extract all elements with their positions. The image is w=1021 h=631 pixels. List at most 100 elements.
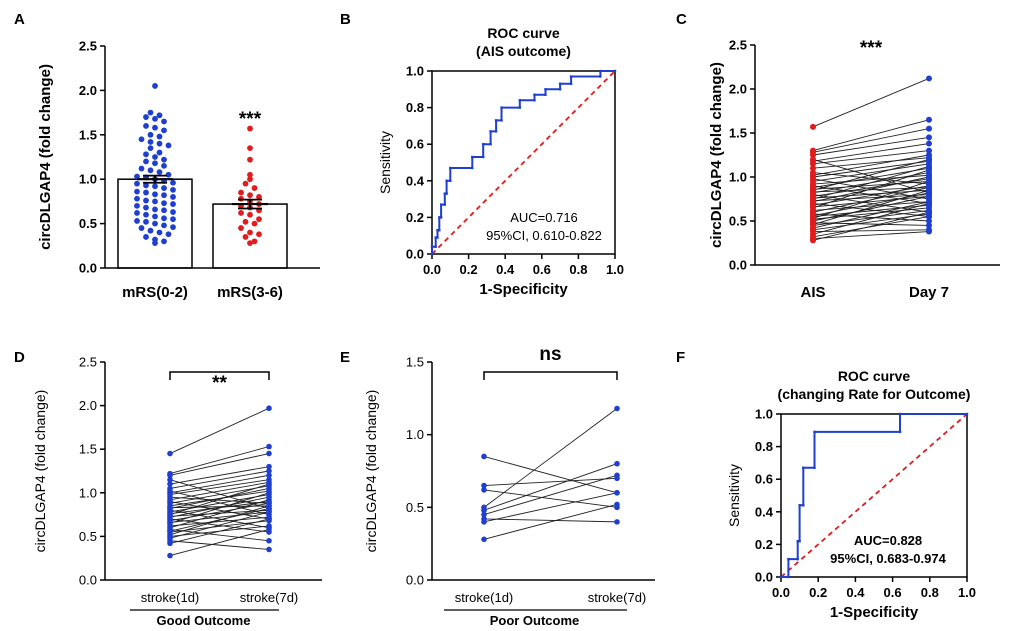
roc-point [482,143,485,146]
data-point-before [810,237,816,244]
plot-frame [780,413,968,578]
data-point-2 [247,240,253,247]
panel-label-d: D [14,349,25,366]
data-point-1 [143,197,149,204]
x-tick-label: 0.6 [884,585,902,600]
roc-point [434,236,437,239]
roc-point [430,252,434,256]
roc-point [796,539,799,543]
roc-point [500,106,503,109]
y-tick-label: 0.5 [79,529,97,544]
data-point-1 [147,139,154,145]
paired-line [169,479,270,495]
data-point-before [167,481,173,487]
paired-line [169,492,270,524]
data-point-1 [143,204,149,211]
data-point-after [926,75,932,82]
data-point-1 [147,109,154,116]
data-point-1 [143,211,149,218]
y-tick-label: 2.0 [79,398,97,413]
data-point-1 [170,194,176,200]
y-tick-label: 0.4 [755,504,774,519]
data-point-after [266,546,272,553]
data-point-after [266,496,272,503]
x-tick-label: stroke(1d) [141,590,200,605]
paired-line [812,160,930,178]
data-point-1 [156,112,163,119]
data-point-after [614,501,620,508]
data-point-2 [242,218,249,225]
reference-diagonal [431,70,616,255]
data-point-2 [247,229,253,236]
data-point-1 [161,192,167,199]
roc-point [533,93,536,96]
ci-label: 95%CI, 0.683-0.974 [830,551,946,566]
data-point-after [614,519,620,525]
roc-point [436,229,439,232]
y-axis-title: circDLGAP4 (fold change) [363,390,379,553]
roc-point [898,430,902,434]
data-point-1 [152,198,158,205]
data-point-before [481,453,487,460]
roc-point [445,179,448,182]
y-tick-label: 2.0 [729,82,747,97]
data-point-2 [247,192,253,199]
y-tick-label: 0.2 [755,537,773,552]
significance-bracket [169,371,270,380]
data-point-2 [238,189,244,196]
y-tick-label: 0.0 [729,258,747,273]
data-point-after [266,537,272,544]
roc-point [613,69,617,73]
roc-point [438,216,441,219]
data-point-1 [152,115,158,122]
data-point-1 [161,185,167,191]
paired-line [812,143,930,162]
paired-line [483,463,618,511]
y-tick-label: 0.0 [79,573,97,588]
data-point-1 [147,227,154,234]
significance-marker: *** [239,109,262,130]
significance-marker: ns [539,344,561,365]
y-axis-title: circDLGAP4 (fold change) [32,390,48,553]
x-tick-label: stroke(7d) [588,590,647,605]
data-point-1 [143,114,149,120]
paired-line [812,211,930,241]
data-point-after [926,209,932,216]
paired-line [812,201,930,211]
roc-point [449,166,452,170]
roc-point [796,557,799,561]
data-point-after [614,405,620,412]
paired-line [169,446,270,475]
y-tick-label: 0.4 [406,173,425,188]
paired-line [812,163,930,182]
data-point-after [266,443,272,450]
data-point-before [481,482,487,489]
x-tick-label: 0.6 [533,262,551,277]
data-point-1 [161,118,167,125]
data-point-after [266,485,272,492]
paired-line [812,202,930,235]
data-point-1 [138,225,145,231]
x-tick-label: stroke(1d) [455,590,514,605]
roc-point [445,192,448,195]
data-point-1 [165,171,172,178]
data-point-2 [242,180,249,187]
data-point-after [926,134,932,141]
data-point-2 [251,220,258,227]
roc-point [787,575,790,579]
data-point-before [810,165,816,172]
y-tick-label: 1.0 [729,170,747,185]
data-point-2 [247,211,253,218]
y-tick-label: 0.5 [79,216,97,231]
data-point-1 [161,222,167,229]
paired-line [483,408,618,508]
auc-label: AUC=0.716 [510,210,578,225]
data-point-after [614,460,620,467]
data-point-after [266,503,272,509]
x-axis-title: 1-Specificity [830,604,919,621]
group-label: Good Outcome [157,613,251,628]
paired-line [169,453,270,476]
roc-point [436,236,439,239]
roc-point [533,99,536,102]
roc-point [813,466,816,469]
